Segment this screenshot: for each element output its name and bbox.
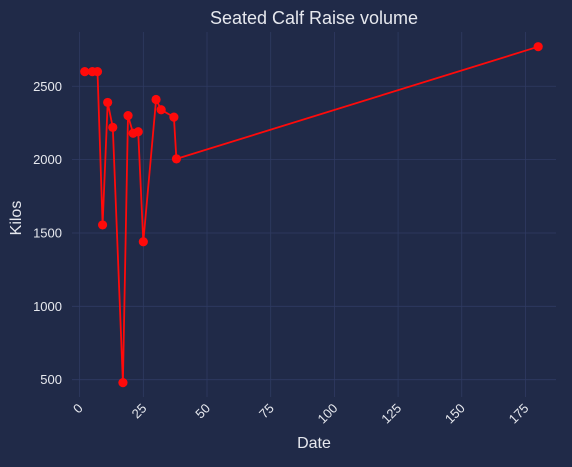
data-point — [138, 237, 148, 247]
data-point — [92, 67, 103, 77]
y-tick-label: 1500 — [33, 225, 62, 240]
series-layer — [80, 42, 543, 388]
y-tick-label: 1000 — [33, 299, 62, 314]
data-point — [123, 111, 133, 121]
data-point — [533, 42, 543, 52]
data-point — [97, 220, 108, 230]
y-tick-label: 2000 — [33, 152, 62, 167]
data-point — [169, 112, 179, 122]
data-point — [171, 154, 182, 164]
grid-lines — [72, 32, 556, 397]
data-point — [118, 378, 128, 388]
data-point — [156, 105, 166, 115]
data-point — [80, 67, 90, 77]
y-tick-label: 500 — [40, 372, 62, 387]
data-point — [151, 94, 161, 105]
y-tick-label: 2500 — [33, 79, 62, 94]
data-point — [103, 97, 113, 108]
series-line — [84, 45, 539, 384]
y-axis-label: Kilos — [8, 201, 25, 236]
data-point — [133, 127, 143, 137]
data-point — [108, 122, 118, 132]
x-axis-label: Date — [297, 435, 331, 452]
chart-title: Seated Calf Raise volume — [210, 8, 418, 28]
